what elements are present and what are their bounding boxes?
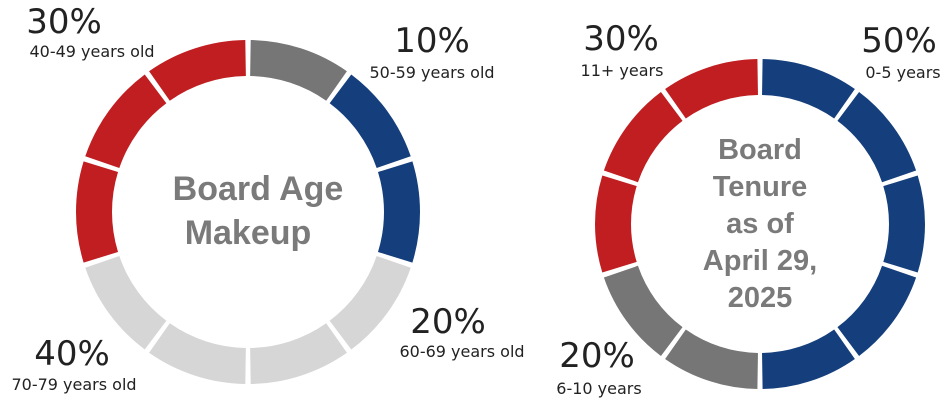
- slice-0-5-percent: 50%: [861, 21, 937, 61]
- donut-0-slice-2-segment-1: [249, 322, 347, 384]
- slice-6-10-percent: 20%: [559, 336, 635, 376]
- slice-60-69-percent: 20%: [410, 302, 486, 342]
- slice-11plus-percent: 30%: [583, 19, 659, 59]
- donut-0-slice-3-segment-0: [76, 161, 119, 263]
- donut-1-slice-2-segment-1: [603, 92, 683, 183]
- age-title-line-2: Makeup: [185, 214, 312, 252]
- donut-1-slice-0-segment-1: [837, 92, 917, 183]
- slice-40-49-label: 40-49 years old: [29, 42, 154, 61]
- donut-1-slice-1-segment-0: [665, 329, 759, 389]
- donut-0-slice-3-segment-2: [149, 40, 247, 102]
- tenure-title-line-3: as of: [726, 208, 794, 240]
- slice-0-5-label: 0-5 years: [865, 63, 940, 82]
- slice-70-79-label: 70-79 years old: [11, 375, 136, 394]
- donut-1-slice-0-segment-4: [761, 329, 855, 389]
- slice-70-79-percent: 40%: [34, 334, 110, 374]
- donut-0-slice-2-segment-0: [329, 255, 411, 350]
- tenure-title-line-5: 2025: [728, 282, 793, 314]
- donut-1-slice-2-segment-2: [665, 59, 759, 119]
- donut-1-slice-1-segment-1: [603, 265, 683, 356]
- donut-0-slice-1-segment-1: [377, 161, 420, 263]
- tenure-title-line-1: Board: [718, 134, 802, 166]
- donut-0-slice-3-segment-1: [85, 74, 167, 169]
- slice-50-59-percent: 10%: [394, 21, 470, 61]
- slice-40-49-percent: 30%: [26, 2, 102, 42]
- tenure-title-line-4: April 29,: [703, 245, 817, 277]
- donut-0-slice-2-segment-3: [85, 255, 167, 350]
- donut-1-slice-0-segment-3: [837, 265, 917, 356]
- donut-0-slice-2-segment-2: [149, 322, 247, 384]
- donut-0-slice-0-segment-0: [249, 40, 347, 102]
- donut-0-slice-1-segment-0: [329, 74, 411, 169]
- donut-1-slice-0-segment-2: [883, 175, 925, 273]
- board-tenure-donut: [595, 59, 925, 389]
- slice-50-59-label: 50-59 years old: [369, 63, 494, 82]
- slice-6-10-label: 6-10 years: [556, 379, 641, 398]
- slice-60-69-label: 60-69 years old: [399, 342, 524, 361]
- age-title-line-1: Board Age: [173, 170, 344, 208]
- donut-1-slice-2-segment-0: [595, 175, 637, 273]
- slice-11plus-label: 11+ years: [581, 61, 664, 80]
- tenure-title-line-2: Tenure: [713, 171, 808, 203]
- board-age-donut: [76, 40, 420, 384]
- donut-1-slice-0-segment-0: [761, 59, 855, 119]
